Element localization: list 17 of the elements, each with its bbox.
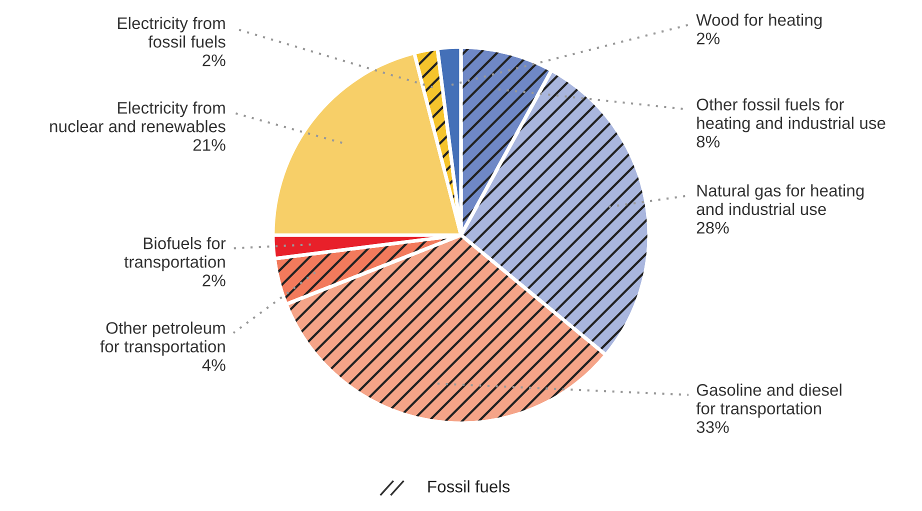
- slice-label: Natural gas for heating and industrial use: [696, 184, 864, 216]
- slice-label: Electricity from fossil fuels: [118, 16, 226, 48]
- data-label: 2%: [696, 32, 720, 44]
- data-label: 28%: [696, 222, 729, 234]
- data-label: 8%: [696, 136, 720, 148]
- data-label: 21%: [193, 139, 226, 151]
- slice-label: Other petroleum for transportation: [100, 322, 225, 356]
- data-label: 2%: [202, 274, 226, 286]
- slice-label: Wood for heating: [696, 14, 822, 30]
- slice-label: Other fossil fuels for heating and industrial use: [696, 98, 886, 132]
- data-label: 33%: [696, 421, 729, 433]
- slice-label: Gasoline and diesel for transportation: [696, 384, 842, 418]
- slice-label: Biofuels for transportation: [124, 237, 226, 272]
- text: Fossil fuels: [428, 480, 510, 492]
- data-label: 2%: [202, 54, 226, 66]
- data-label: 4%: [202, 359, 226, 371]
- slice-label: Electricity from nuclear and renewables: [50, 102, 226, 132]
